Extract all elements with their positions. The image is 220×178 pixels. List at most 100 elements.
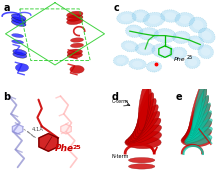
Polygon shape	[12, 124, 23, 134]
Ellipse shape	[152, 44, 174, 58]
Ellipse shape	[116, 57, 126, 64]
Ellipse shape	[138, 83, 149, 131]
Ellipse shape	[125, 43, 135, 50]
Ellipse shape	[173, 50, 183, 57]
Ellipse shape	[128, 118, 161, 143]
Polygon shape	[61, 124, 71, 134]
Ellipse shape	[132, 61, 143, 67]
Ellipse shape	[130, 111, 160, 142]
Ellipse shape	[188, 88, 207, 135]
Ellipse shape	[198, 45, 214, 59]
Ellipse shape	[189, 103, 210, 138]
Ellipse shape	[185, 104, 210, 139]
Ellipse shape	[70, 66, 84, 74]
Ellipse shape	[13, 52, 27, 58]
Ellipse shape	[67, 49, 82, 55]
Ellipse shape	[117, 12, 136, 24]
Ellipse shape	[135, 93, 154, 137]
Ellipse shape	[146, 61, 162, 72]
Ellipse shape	[139, 45, 151, 53]
Text: 25: 25	[187, 55, 193, 60]
Ellipse shape	[128, 158, 155, 163]
Ellipse shape	[161, 10, 180, 22]
Ellipse shape	[113, 55, 129, 66]
Ellipse shape	[169, 47, 187, 60]
Ellipse shape	[183, 120, 212, 142]
Text: 4.1Å: 4.1Å	[32, 127, 44, 132]
Ellipse shape	[191, 39, 201, 47]
Ellipse shape	[139, 28, 158, 40]
Ellipse shape	[184, 134, 212, 145]
Ellipse shape	[188, 59, 197, 66]
Ellipse shape	[67, 18, 83, 25]
Ellipse shape	[201, 47, 210, 56]
Text: e: e	[175, 92, 182, 102]
Ellipse shape	[13, 49, 27, 55]
Ellipse shape	[132, 105, 158, 140]
Ellipse shape	[121, 14, 132, 22]
Ellipse shape	[184, 112, 211, 140]
Ellipse shape	[67, 15, 83, 21]
Ellipse shape	[188, 36, 204, 50]
Ellipse shape	[70, 38, 84, 42]
Ellipse shape	[193, 20, 203, 30]
Ellipse shape	[70, 43, 84, 48]
Ellipse shape	[126, 131, 161, 146]
Ellipse shape	[135, 43, 155, 55]
Ellipse shape	[137, 87, 151, 134]
Ellipse shape	[165, 12, 176, 20]
Ellipse shape	[121, 41, 138, 52]
Ellipse shape	[67, 11, 83, 18]
Ellipse shape	[192, 81, 204, 130]
Ellipse shape	[147, 15, 161, 24]
Ellipse shape	[188, 111, 212, 140]
Ellipse shape	[11, 20, 26, 26]
Ellipse shape	[187, 119, 212, 141]
Ellipse shape	[185, 56, 200, 69]
Ellipse shape	[149, 64, 159, 70]
Text: Phe: Phe	[174, 57, 185, 62]
Ellipse shape	[185, 127, 212, 143]
Ellipse shape	[179, 15, 191, 24]
Text: C-term: C-term	[111, 99, 128, 104]
Ellipse shape	[136, 12, 146, 20]
Ellipse shape	[189, 17, 207, 33]
Ellipse shape	[127, 125, 161, 144]
Text: c: c	[113, 3, 119, 13]
Text: Phe: Phe	[55, 144, 74, 153]
Ellipse shape	[143, 12, 165, 27]
Text: a: a	[3, 3, 10, 13]
Ellipse shape	[156, 46, 169, 55]
Ellipse shape	[11, 14, 26, 20]
Ellipse shape	[12, 40, 24, 44]
Ellipse shape	[158, 31, 172, 40]
Text: b: b	[3, 92, 10, 102]
Ellipse shape	[181, 134, 211, 147]
Ellipse shape	[129, 27, 139, 35]
Ellipse shape	[187, 96, 209, 137]
Ellipse shape	[125, 136, 161, 149]
Ellipse shape	[154, 28, 176, 43]
Ellipse shape	[198, 28, 215, 43]
Text: d: d	[112, 92, 119, 102]
Ellipse shape	[175, 12, 195, 27]
Ellipse shape	[129, 59, 146, 69]
Ellipse shape	[12, 34, 24, 38]
Ellipse shape	[67, 52, 82, 58]
Ellipse shape	[173, 31, 190, 44]
Ellipse shape	[189, 81, 204, 132]
Ellipse shape	[125, 25, 143, 37]
Ellipse shape	[182, 128, 211, 143]
Ellipse shape	[191, 88, 207, 134]
Ellipse shape	[15, 64, 29, 72]
Ellipse shape	[134, 99, 156, 139]
Ellipse shape	[190, 95, 209, 136]
Ellipse shape	[176, 34, 187, 41]
Polygon shape	[39, 134, 58, 151]
Text: 25: 25	[73, 145, 81, 150]
Ellipse shape	[11, 17, 26, 23]
Text: N-term: N-term	[111, 155, 129, 159]
Ellipse shape	[143, 30, 154, 38]
Ellipse shape	[132, 10, 150, 22]
Ellipse shape	[202, 31, 212, 40]
